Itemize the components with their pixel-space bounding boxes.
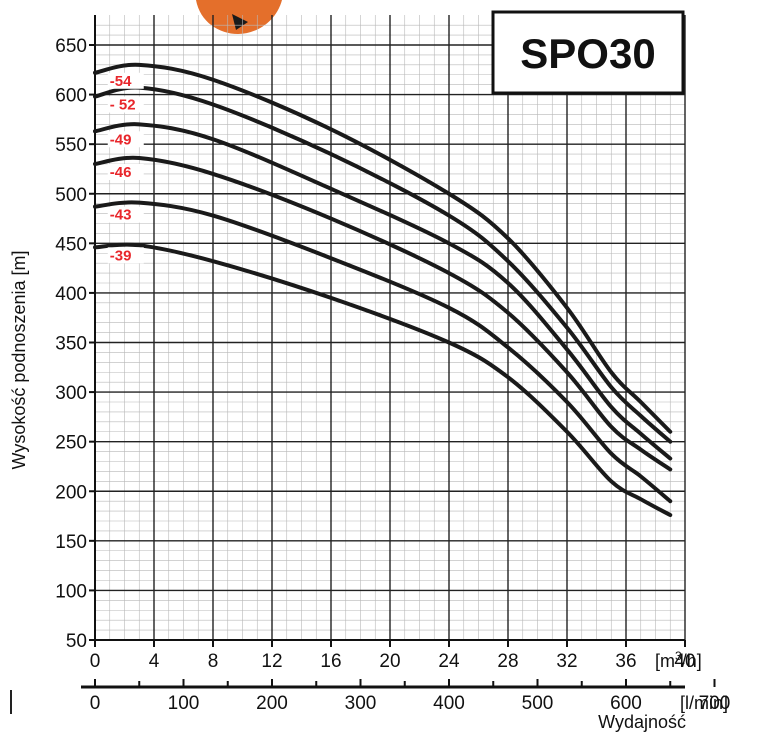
y-tick-label: 650 [55,36,87,57]
x-tick-label: 40 [674,651,695,672]
y-tick-label: 300 [55,383,87,404]
pump-curve-1 [93,85,673,444]
brand-logo-arrow [232,14,248,30]
y-tick-label: 200 [55,482,87,503]
x-tick-label: 24 [438,651,460,672]
curve-label-bg [107,164,144,180]
curve-label: -46 [110,164,132,181]
x2-tick-label: 400 [433,693,465,714]
decoration [10,0,282,714]
x2-tick-label: 300 [345,693,377,714]
x2-tick-label: 100 [168,693,200,714]
x-tick-label: 0 [90,651,101,672]
y-tick-label: 400 [55,284,87,305]
curve-label: -54 [110,73,132,90]
model-title-frame [491,10,685,95]
curve-label-bg [107,96,144,113]
x-tick-label: 32 [556,651,577,672]
x-unit-label: [m3/h] [655,649,702,671]
curve-label: -39 [110,247,132,264]
x-tick-label: 8 [208,651,219,672]
y-tick-label: 150 [55,532,87,553]
x2-unit-label: [l/min] [680,693,728,713]
x-tick-label: 12 [261,651,282,672]
x-unit-tail: /h] [682,651,702,671]
y-tick-label: 500 [55,185,87,206]
x-tick-label: 28 [497,651,518,672]
curve-label-bg [107,131,144,148]
curve-label: -43 [110,207,132,224]
x2-tick-label: 0 [90,693,101,714]
grid [94,15,686,641]
x-tick-label: 4 [149,651,160,672]
x-tick-label: 16 [320,651,341,672]
pump-curve-0 [93,62,673,434]
x2-tick-label: 500 [522,693,554,714]
series-group [93,62,673,518]
curve-label: -49 [110,131,132,148]
pump-curve-3 [93,155,673,472]
model-title-box: SPO30 [491,10,685,95]
pump-curve-4 [93,200,673,504]
curve-label-bg [107,247,144,264]
pump-curve-5 [93,242,673,518]
curve-label-bg [107,72,144,89]
x-tick-label: 36 [615,651,636,672]
y-tick-label: 250 [55,433,87,454]
label-group: -54 - 52 -49 -46 -43 -39 [107,72,144,264]
page-edge-mark [10,690,12,714]
y-tick-label: 100 [55,581,87,602]
curve-label: - 52 [110,97,136,114]
y-tick-label: 350 [55,334,87,355]
model-title: SPO30 [520,30,655,77]
x-tick-label: 20 [379,651,400,672]
x2-tick-label: 200 [256,693,288,714]
y-tick-label: 450 [55,234,87,255]
x2-tick-label: 700 [699,693,731,714]
y-tick-label: 600 [55,86,87,107]
x2-tick-label: 600 [610,693,642,714]
y-axis-label: Wysokość podnoszenia [m] [9,251,29,470]
pump-curve-2 [93,122,673,461]
x-axis-label: Wydajność [598,712,686,732]
y-tick-label: 550 [55,135,87,156]
y-tick-label: 50 [66,631,87,652]
x-unit-superscript: 3 [675,649,682,663]
brand-logo-fragment [196,0,282,34]
curve-label-bg [107,206,144,223]
